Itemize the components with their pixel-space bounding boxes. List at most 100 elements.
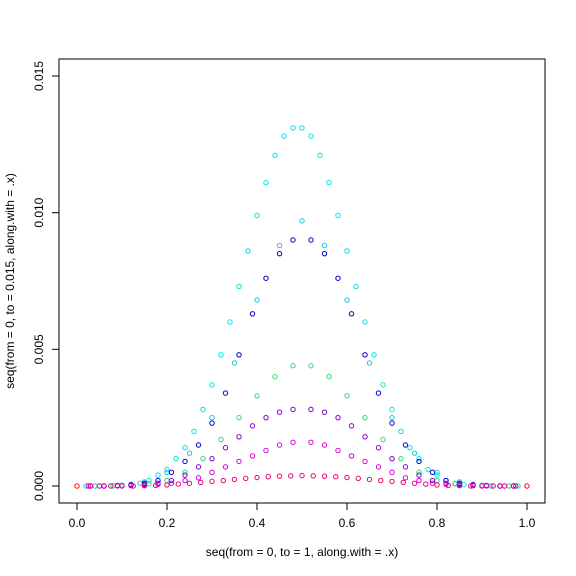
data-point bbox=[362, 352, 368, 358]
data-point bbox=[389, 420, 395, 426]
data-point bbox=[510, 483, 517, 489]
data-point bbox=[128, 483, 134, 489]
data-point bbox=[164, 469, 170, 476]
data-point bbox=[366, 360, 373, 366]
data-point bbox=[371, 352, 377, 358]
data-point bbox=[227, 319, 233, 325]
data-point bbox=[209, 382, 215, 388]
data-point bbox=[321, 442, 328, 448]
data-point bbox=[411, 450, 418, 456]
data-point bbox=[263, 275, 269, 281]
data-point bbox=[101, 483, 107, 489]
data-point bbox=[321, 473, 328, 479]
data-point bbox=[87, 483, 94, 489]
data-point bbox=[425, 466, 431, 473]
data-point bbox=[209, 455, 215, 462]
data-point bbox=[249, 423, 256, 429]
data-point bbox=[168, 469, 175, 476]
data-point bbox=[249, 453, 256, 459]
data-point bbox=[236, 434, 242, 440]
data-point bbox=[195, 475, 202, 481]
data-point bbox=[155, 472, 161, 478]
data-point bbox=[416, 469, 422, 476]
data-point bbox=[501, 483, 508, 489]
x-axis-title: seq(from = 0, to = 1, along.with = .x) bbox=[206, 545, 398, 559]
data-point bbox=[445, 482, 451, 489]
data-point bbox=[513, 483, 519, 489]
y-tick-label: 0.010 bbox=[32, 197, 46, 227]
data-point bbox=[326, 373, 332, 380]
data-point bbox=[243, 475, 249, 482]
x-tick-label: 1.0 bbox=[519, 516, 536, 530]
data-point bbox=[263, 179, 269, 186]
y-axis: 0.000 0.005 0.010 0.015 bbox=[32, 61, 60, 501]
data-point bbox=[506, 483, 512, 489]
data-point bbox=[344, 248, 350, 254]
data-point bbox=[191, 428, 197, 435]
data-point bbox=[164, 477, 170, 484]
data-point bbox=[141, 483, 148, 489]
data-point bbox=[326, 179, 332, 186]
x-tick-label: 0.0 bbox=[69, 516, 86, 530]
data-point bbox=[265, 474, 271, 480]
data-point bbox=[353, 283, 359, 290]
data-point bbox=[402, 464, 409, 470]
data-point bbox=[254, 393, 260, 399]
data-point bbox=[434, 469, 440, 476]
data-point bbox=[335, 275, 341, 281]
data-points bbox=[74, 125, 530, 489]
data-point bbox=[218, 352, 224, 358]
data-point bbox=[310, 473, 316, 479]
data-point bbox=[182, 458, 188, 465]
data-point bbox=[290, 125, 296, 131]
data-point bbox=[416, 455, 422, 462]
data-point bbox=[335, 212, 341, 219]
data-point bbox=[290, 406, 296, 413]
data-point bbox=[137, 480, 143, 486]
data-point bbox=[290, 363, 296, 369]
data-point bbox=[288, 473, 294, 479]
data-point bbox=[195, 464, 202, 470]
data-point bbox=[416, 472, 422, 478]
data-point bbox=[375, 445, 382, 451]
data-point bbox=[389, 469, 395, 476]
data-point bbox=[263, 414, 269, 421]
data-point bbox=[308, 237, 314, 243]
data-point bbox=[236, 414, 242, 421]
data-point bbox=[344, 393, 350, 399]
data-point bbox=[470, 483, 476, 489]
data-point bbox=[389, 455, 395, 462]
data-point bbox=[317, 152, 323, 158]
data-point bbox=[402, 442, 409, 448]
x-tick-label: 0.8 bbox=[429, 516, 446, 530]
data-point bbox=[308, 439, 314, 445]
x-tick-label: 0.2 bbox=[159, 516, 176, 530]
data-point bbox=[443, 477, 449, 484]
data-point bbox=[429, 480, 436, 486]
data-point bbox=[389, 406, 395, 413]
data-point bbox=[173, 455, 179, 462]
data-point bbox=[186, 450, 193, 456]
data-point bbox=[200, 455, 206, 462]
data-point bbox=[209, 469, 215, 476]
data-point bbox=[308, 406, 314, 413]
data-point bbox=[182, 445, 188, 451]
data-point bbox=[434, 482, 440, 488]
data-point bbox=[429, 469, 436, 476]
data-point bbox=[389, 414, 395, 421]
data-point bbox=[362, 319, 368, 325]
data-point bbox=[249, 311, 256, 317]
data-point bbox=[168, 477, 175, 484]
data-point bbox=[321, 250, 328, 257]
data-point bbox=[299, 472, 305, 479]
data-point bbox=[92, 483, 98, 489]
data-point bbox=[254, 212, 260, 219]
data-point bbox=[195, 442, 202, 448]
data-point bbox=[209, 478, 215, 485]
data-point bbox=[423, 481, 429, 487]
data-point bbox=[429, 477, 436, 484]
data-point bbox=[335, 414, 341, 421]
data-point bbox=[164, 466, 170, 473]
data-point bbox=[218, 436, 224, 443]
